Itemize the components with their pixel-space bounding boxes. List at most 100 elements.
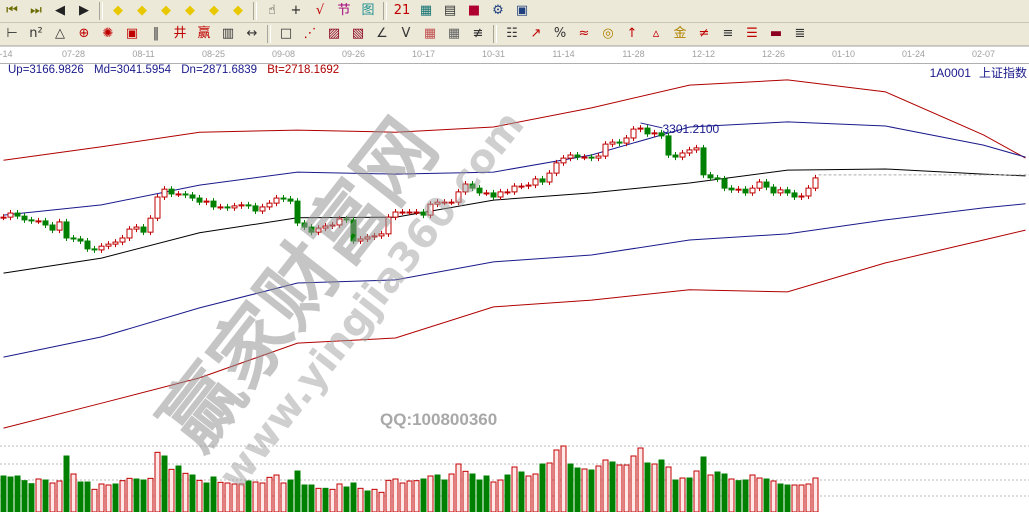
zoom-in-horizontal-icon[interactable]: ◆ xyxy=(161,3,171,18)
v-tool-icon[interactable]: V xyxy=(401,26,411,41)
candle-body xyxy=(231,205,238,209)
stack-icon[interactable]: ☰ xyxy=(746,26,758,41)
calculator-icon[interactable]: ▦ xyxy=(419,3,433,18)
volume-bar xyxy=(294,470,301,512)
scroll-left-icon[interactable]: ◆ xyxy=(113,3,123,18)
toolbar-separator xyxy=(99,2,103,20)
notepad-icon[interactable]: ▤ xyxy=(443,3,457,18)
volume-bar xyxy=(161,455,168,512)
volume-bar xyxy=(322,487,329,512)
volume-bar xyxy=(42,479,49,512)
wave-tool-icon[interactable]: 赢 xyxy=(197,26,211,41)
band-line-lower-outer xyxy=(3,229,1026,429)
line-dash-icon[interactable]: ≡ xyxy=(722,26,734,41)
volume-bar xyxy=(70,473,77,512)
table-tool-icon[interactable]: ☷ xyxy=(506,26,518,41)
grid-dark-icon[interactable]: ▦ xyxy=(447,26,461,41)
period-tool-icon[interactable]: ‖ xyxy=(152,26,160,41)
spiral-tool-icon[interactable]: ✺ xyxy=(102,26,114,41)
scroll-right-icon[interactable]: ◆ xyxy=(137,3,147,18)
move-left-icon[interactable]: ◀ xyxy=(55,3,65,18)
printer-icon[interactable]: ▣ xyxy=(515,3,529,18)
hand-icon[interactable]: ☝ xyxy=(268,3,276,18)
candle-body xyxy=(210,200,217,208)
candle-body xyxy=(483,192,490,195)
parallel-tool-icon[interactable]: ≢ xyxy=(472,26,484,41)
triangle-tool-icon[interactable]: △ xyxy=(55,26,65,41)
volume-bar xyxy=(602,459,609,512)
line-red-icon[interactable]: ≠ xyxy=(698,26,710,41)
triangle-red-icon[interactable]: ▵ xyxy=(652,26,660,41)
zoom-all-icon[interactable]: ◆ xyxy=(209,3,219,18)
volume-bar xyxy=(273,474,280,512)
candle-body xyxy=(175,193,182,196)
grid-icon[interactable]: 图 xyxy=(361,3,375,18)
fan-tool-icon[interactable]: ⋰ xyxy=(303,26,317,41)
volume-bar xyxy=(567,463,574,512)
tag-icon[interactable]: 节 xyxy=(337,3,351,18)
volume-bar xyxy=(245,480,252,512)
candle-body xyxy=(147,217,154,233)
arrow-up-tool-icon[interactable]: ↑ xyxy=(626,26,638,41)
angle-tool-icon[interactable]: ∠ xyxy=(376,26,388,41)
volume-bar xyxy=(196,479,203,512)
date-tick-label: 11-28 xyxy=(622,49,645,59)
zoom-out-horizontal-icon[interactable]: ◆ xyxy=(185,3,195,18)
move-right-icon[interactable]: ▶ xyxy=(79,3,89,18)
candle-body xyxy=(343,218,350,221)
percent-icon[interactable]: % xyxy=(553,26,567,41)
candle-body xyxy=(553,162,560,174)
candle-body xyxy=(707,174,714,179)
box-tool-icon[interactable]: ▣ xyxy=(125,26,139,41)
candle-body xyxy=(462,183,469,193)
candle-body xyxy=(749,187,756,194)
candle-body xyxy=(770,186,777,194)
volume-bar xyxy=(189,474,196,512)
symbol-code: 1A0001 xyxy=(929,66,971,80)
candle-body xyxy=(385,216,392,235)
save-icon[interactable]: ■ xyxy=(467,3,481,18)
width-tool-icon[interactable]: ↔ xyxy=(246,26,258,41)
expand-icon[interactable]: ◆ xyxy=(233,3,243,18)
volume-bar xyxy=(791,484,798,512)
candle-body xyxy=(14,212,21,217)
gann-box-icon[interactable]: ▧ xyxy=(351,26,365,41)
line-draw-icon[interactable]: √ xyxy=(315,3,325,18)
date-tick-label: 09-08 xyxy=(271,49,296,59)
band-line-upper-outer xyxy=(3,79,1026,161)
last-page-icon[interactable]: ⏭ xyxy=(30,3,42,18)
ruler-tool-icon[interactable]: ▥ xyxy=(221,26,235,41)
grid-red-icon[interactable]: ▦ xyxy=(423,26,437,41)
fib-tool-icon[interactable]: 井 xyxy=(173,26,187,41)
gold-icon[interactable]: 金 xyxy=(673,26,687,41)
line-tool-icon[interactable]: ⊢ xyxy=(6,26,18,41)
ratio-icon[interactable]: ≈ xyxy=(578,26,590,41)
trend-tool-icon[interactable]: ↗ xyxy=(530,26,542,41)
calendar-icon[interactable]: 21 xyxy=(393,3,411,18)
circle-tool-icon[interactable]: ⊕ xyxy=(78,26,90,41)
network-icon[interactable]: ⚙ xyxy=(492,3,504,18)
candle-body xyxy=(581,156,588,159)
candle-body xyxy=(42,220,49,226)
candle-body xyxy=(679,152,686,158)
bars-icon[interactable]: ▬ xyxy=(769,26,783,41)
volume-bar xyxy=(84,481,91,512)
crosshair-icon[interactable]: + xyxy=(290,3,302,18)
gann-fan-icon[interactable]: ▨ xyxy=(327,26,341,41)
toolbar-separator xyxy=(493,25,497,43)
candle-body xyxy=(658,132,665,137)
text-tool-icon[interactable]: n² xyxy=(29,26,43,41)
volume-bar xyxy=(427,475,434,512)
coin-icon[interactable]: ◎ xyxy=(602,26,614,41)
volume-bar xyxy=(182,472,189,512)
volume-bar xyxy=(385,479,392,512)
lines-icon[interactable]: ≣ xyxy=(794,26,806,41)
candle-body xyxy=(350,219,357,242)
indicator-md: Md=3041.5954 xyxy=(93,64,172,76)
first-page-icon[interactable]: ⏮ xyxy=(6,3,18,18)
candle-body xyxy=(525,184,532,187)
volume-bar xyxy=(623,464,630,512)
rect-tool-icon[interactable]: □ xyxy=(279,26,293,41)
indicator-bt: Bt=2718.1692 xyxy=(267,64,340,76)
